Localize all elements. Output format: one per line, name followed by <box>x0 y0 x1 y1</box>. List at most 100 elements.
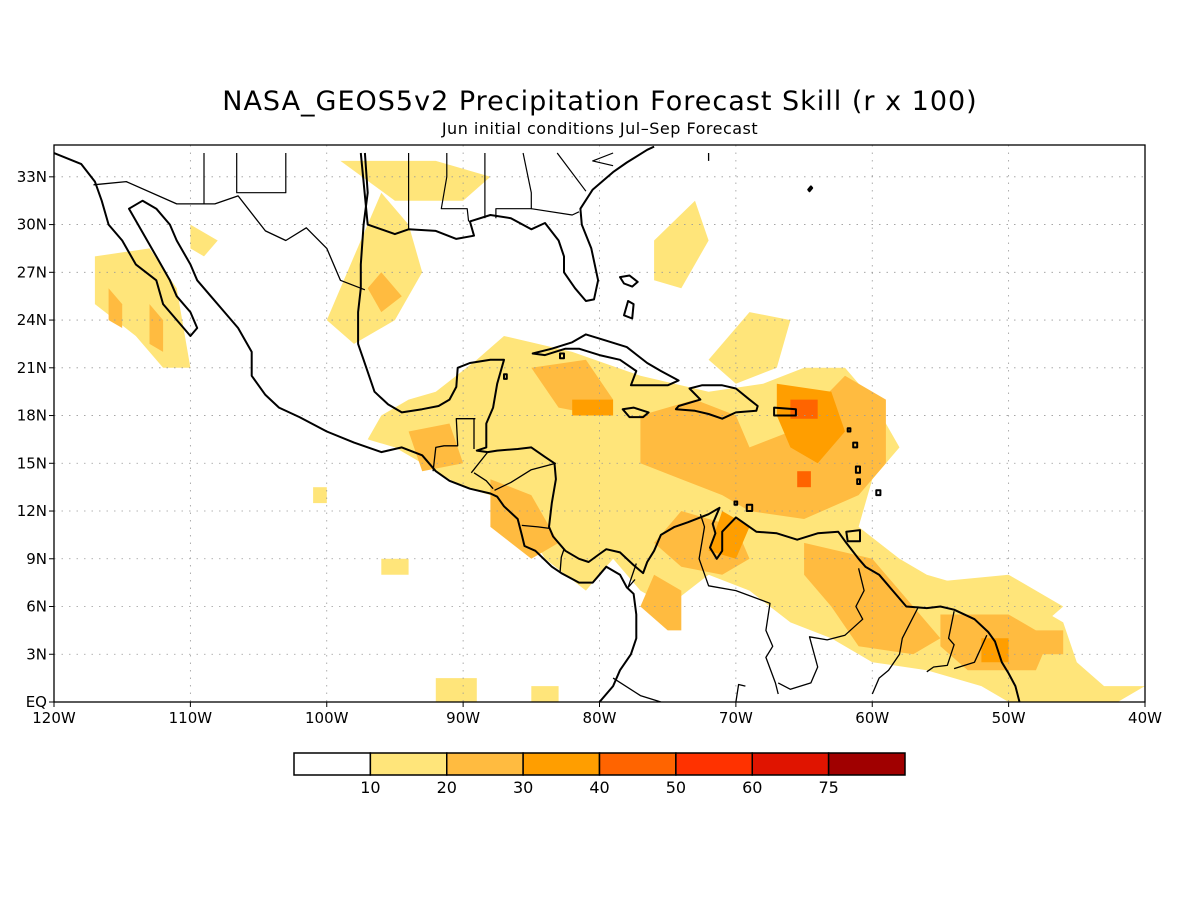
skill-region-12 <box>108 288 123 328</box>
y-tick-label: 3N <box>26 645 47 663</box>
coastline-5 <box>621 406 650 419</box>
state-boundary-6 <box>531 208 580 216</box>
skill-region-4 <box>654 200 709 289</box>
skill-region-28 <box>790 399 818 419</box>
colorbar-box-4 <box>598 752 677 776</box>
coastline-15 <box>875 489 882 497</box>
colorbar-box-1 <box>369 752 448 776</box>
coastline-9 <box>623 300 635 320</box>
coastline-4 <box>674 384 759 420</box>
skill-region-14 <box>367 272 402 313</box>
colorbar-box-3 <box>522 752 601 776</box>
skill-region-0 <box>94 248 191 368</box>
country-border-3 <box>473 472 494 490</box>
colorbar-label: 20 <box>437 778 457 797</box>
x-tick-label: 80W <box>583 709 617 727</box>
coastline-13 <box>854 465 861 474</box>
country-border-4 <box>470 451 489 474</box>
country-border-12 <box>926 611 955 673</box>
skill-region-1 <box>190 224 218 257</box>
x-tick-label: 90W <box>446 709 480 727</box>
y-tick-label: 33N <box>17 168 47 186</box>
skill-region-21 <box>804 542 941 655</box>
skill-region-18 <box>640 574 682 631</box>
axis-ticks: 120W 110W 100W 90W 80W 70W 60W 50W 40W 33N 30N 27N 2… <box>17 168 1162 727</box>
x-tick-label: 60W <box>855 709 889 727</box>
coastline-6 <box>773 406 797 417</box>
colorbar-label: 30 <box>513 778 533 797</box>
country-border-7 <box>559 548 565 574</box>
x-tick-label: 50W <box>992 709 1026 727</box>
colorbar: 10 20 30 40 50 60 75 <box>293 752 906 797</box>
coastline-3 <box>531 333 680 387</box>
skill-region-29 <box>797 471 811 488</box>
map-subtitle: Jun initial conditions Jul–Sep Forecast <box>441 119 759 138</box>
x-tick-label: 70W <box>719 709 753 727</box>
state-boundary-8 <box>592 152 614 167</box>
coastline-18 <box>733 500 739 506</box>
y-tick-label: 6N <box>26 598 47 616</box>
coastline-12 <box>852 441 859 449</box>
country-border-0 <box>93 180 366 291</box>
y-tick-label: 27N <box>17 263 47 281</box>
coastline-14 <box>856 478 861 485</box>
grid-lines <box>54 145 1145 702</box>
skill-region-3 <box>340 160 491 201</box>
colorbar-label: 50 <box>666 778 686 797</box>
y-tick-label: 9N <box>26 550 47 568</box>
country-border-15 <box>735 683 746 702</box>
coastline-0 <box>54 152 638 702</box>
colorbar-box-7 <box>827 752 906 776</box>
state-boundary-7 <box>556 152 587 192</box>
colorbar-label: 40 <box>589 778 609 797</box>
state-boundary-5 <box>495 152 532 219</box>
map-title: NASA_GEOS5v2 Precipitation Forecast Skil… <box>222 86 978 117</box>
y-tick-label: 12N <box>17 502 47 520</box>
colorbar-box-0 <box>293 752 372 776</box>
colorbar-label: 75 <box>818 778 838 797</box>
skill-region-9 <box>313 487 327 504</box>
skill-region-7 <box>926 574 1064 631</box>
coastline-7 <box>845 529 861 543</box>
colorbar-box-6 <box>751 752 830 776</box>
x-tick-label: 100W <box>305 709 349 727</box>
country-border-6 <box>521 524 551 530</box>
coastline-17 <box>745 503 754 512</box>
skill-region-19 <box>490 479 559 559</box>
skill-region-5 <box>708 312 791 384</box>
skill-region-13 <box>149 304 164 352</box>
country-border-10 <box>777 568 865 690</box>
y-tick-label: 21N <box>17 359 47 377</box>
y-tick-label: 15N <box>17 454 47 472</box>
skill-region-27 <box>981 638 1009 663</box>
x-tick-label: 120W <box>32 709 76 727</box>
skill-contours <box>94 160 1145 702</box>
colorbar-box-2 <box>446 752 524 776</box>
skill-region-11 <box>531 686 559 702</box>
skill-region-23 <box>1035 630 1064 655</box>
skill-region-8 <box>381 558 409 575</box>
coastline-2 <box>359 145 655 302</box>
country-border-9 <box>698 514 779 695</box>
y-tick-label: 18N <box>17 407 47 425</box>
y-tick-label: 24N <box>17 311 47 329</box>
skill-region-26 <box>708 511 750 559</box>
coastlines <box>54 145 1021 702</box>
x-tick-label: 40W <box>1128 709 1162 727</box>
coastline-19 <box>807 185 814 193</box>
colorbar-label: 10 <box>360 778 380 797</box>
country-border-13 <box>953 634 988 670</box>
coastline-1 <box>357 152 1021 702</box>
skill-region-24 <box>572 399 614 416</box>
colorbar-box-5 <box>675 752 753 776</box>
state-boundary-0 <box>236 153 287 194</box>
country-border-11 <box>871 606 920 695</box>
colorbar-label: 60 <box>742 778 762 797</box>
country-border-5 <box>494 462 557 491</box>
y-tick-label: EQ <box>26 693 47 711</box>
coastline-10 <box>559 352 565 360</box>
state-boundary-3 <box>440 153 470 222</box>
coastline-16 <box>846 427 852 433</box>
coastline-8 <box>619 274 639 288</box>
